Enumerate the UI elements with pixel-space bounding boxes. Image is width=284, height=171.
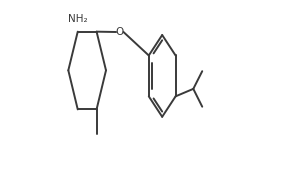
Text: NH₂: NH₂ [68,14,87,24]
Text: O: O [116,27,124,37]
